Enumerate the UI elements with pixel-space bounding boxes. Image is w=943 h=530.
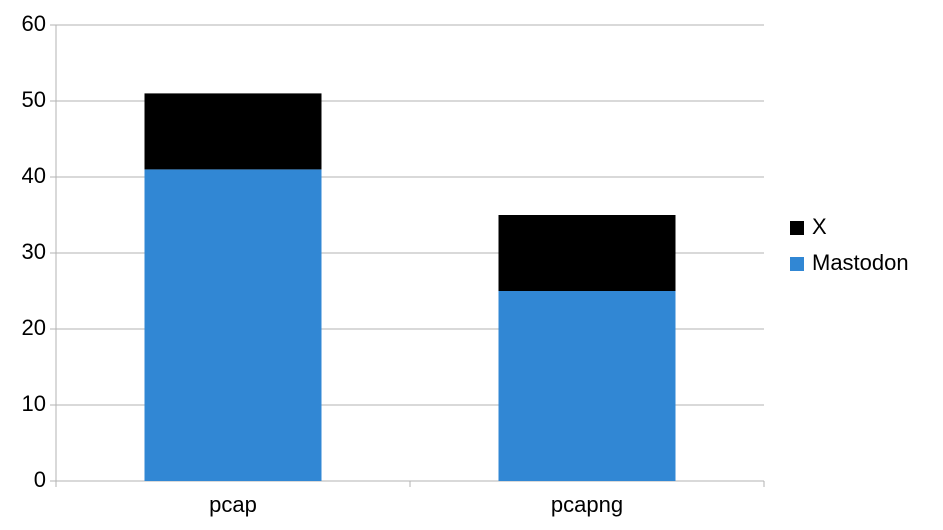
y-tick-label: 0: [34, 467, 46, 492]
bar-segment: [498, 291, 676, 481]
y-tick-label: 10: [22, 391, 46, 416]
y-tick-label: 50: [22, 87, 46, 112]
y-tick-label: 30: [22, 239, 46, 264]
y-tick-label: 40: [22, 163, 46, 188]
bar-segment: [144, 93, 322, 170]
legend-swatch: [790, 257, 804, 271]
y-tick-label: 60: [22, 11, 46, 36]
x-tick-label: pcap: [209, 492, 257, 517]
x-tick-label: pcapng: [551, 492, 623, 517]
y-tick-label: 20: [22, 315, 46, 340]
legend-label: X: [812, 214, 827, 239]
bar-segment: [498, 215, 676, 291]
legend-swatch: [790, 221, 804, 235]
legend-label: Mastodon: [812, 250, 909, 275]
bar-segment: [144, 169, 322, 481]
